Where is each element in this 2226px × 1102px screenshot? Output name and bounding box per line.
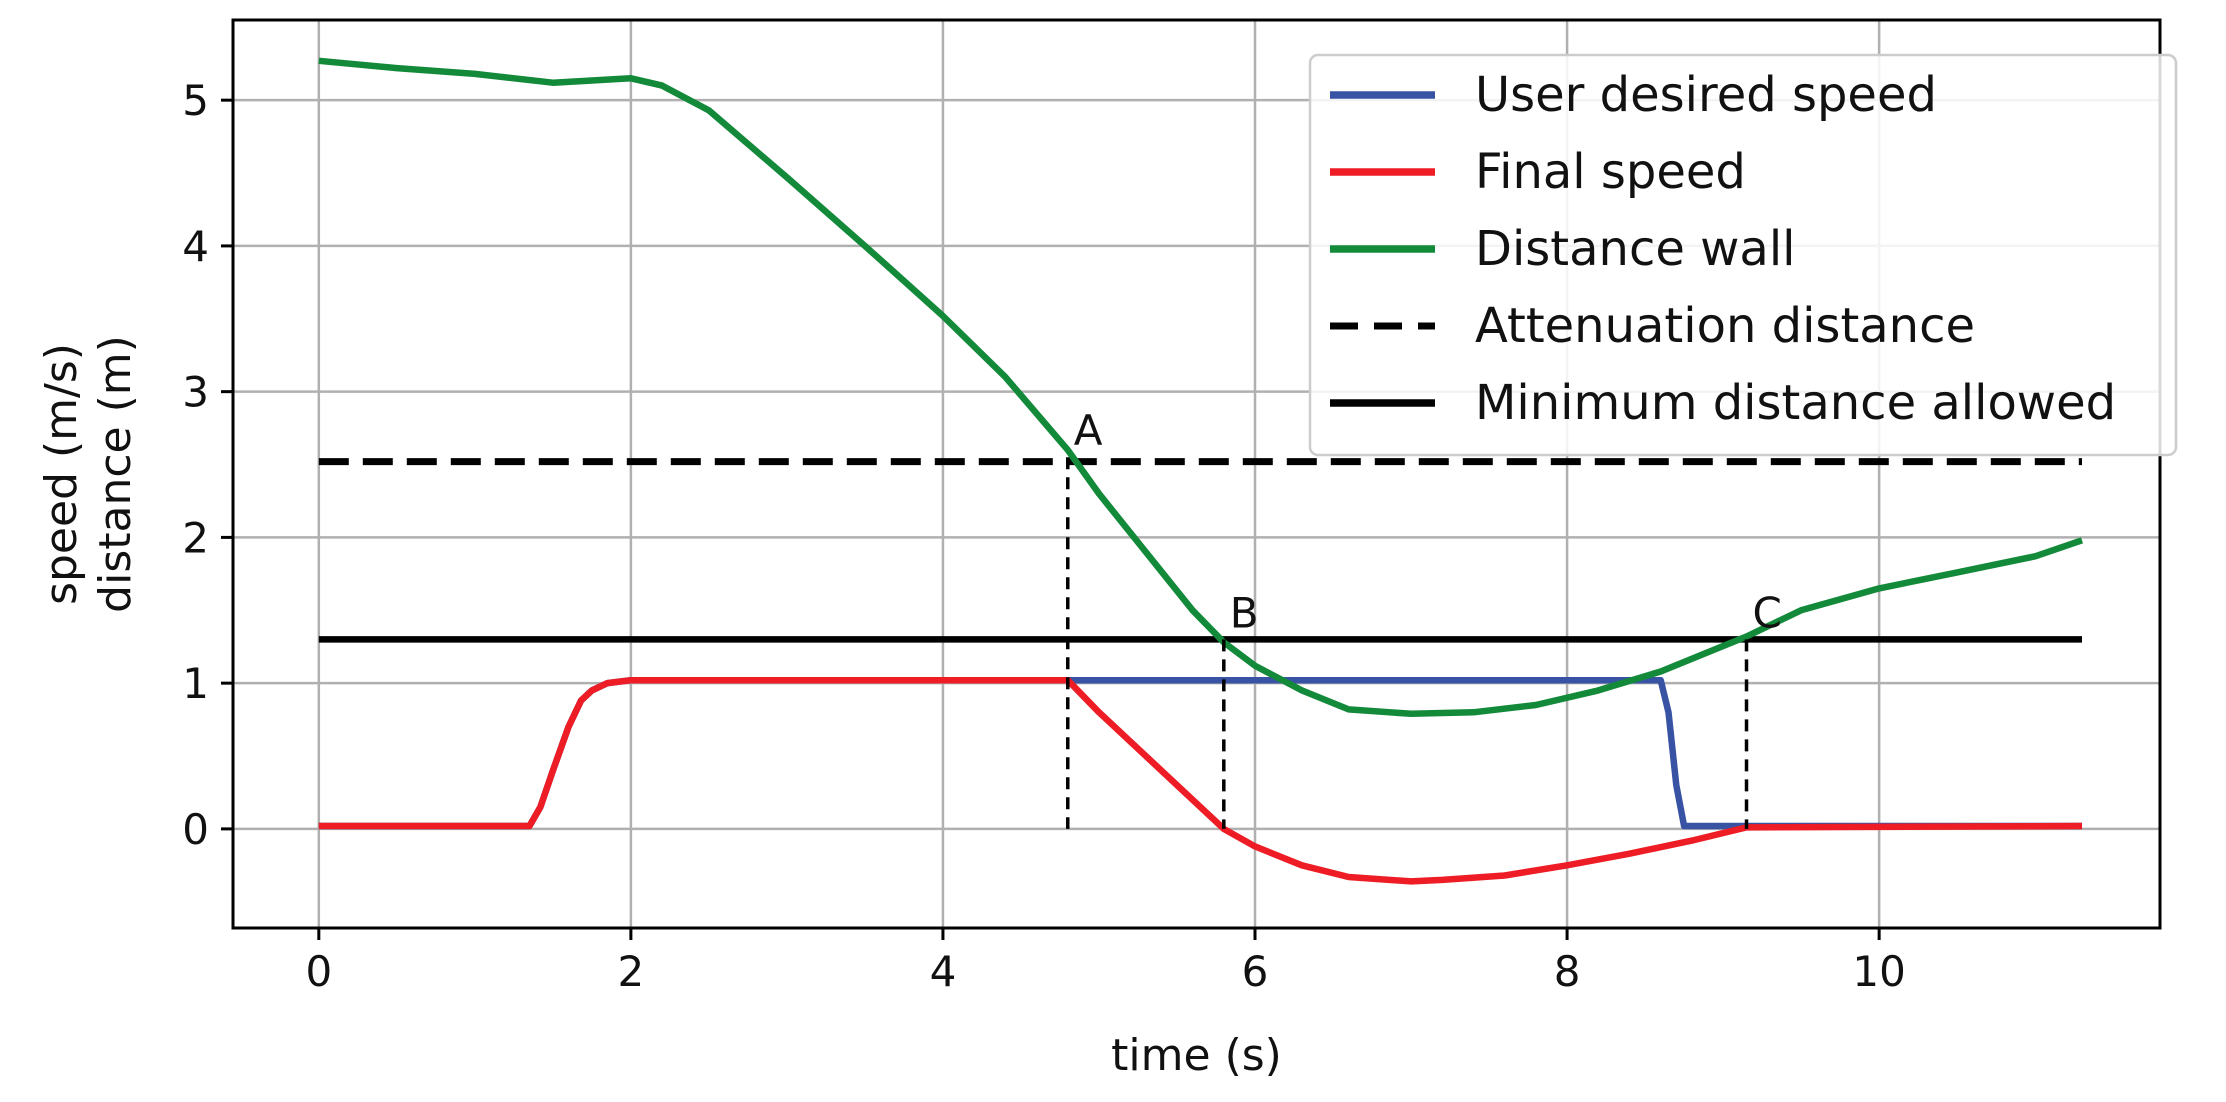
annotation-b: B (1230, 588, 1259, 637)
legend-label-user-desired-speed: User desired speed (1475, 67, 1937, 123)
annotation-markers: A B C (1066, 406, 1782, 829)
axis-ticks: 0 2 4 6 8 10 0 1 2 3 4 5 (182, 76, 1906, 996)
annotation-c: C (1753, 588, 1782, 637)
legend-label-final-speed: Final speed (1475, 144, 1746, 200)
y-tick-label-0: 0 (182, 805, 209, 854)
legend-box (1308, 53, 2178, 457)
plot-lines (318, 57, 2084, 885)
x-tick-label-8: 8 (1554, 947, 1581, 996)
y-axis-title-line-1: speed (m/s) (36, 343, 87, 605)
x-tick-label-4: 4 (930, 947, 957, 996)
x-tick-label-10: 10 (1852, 947, 1905, 996)
y-tick-label-1: 1 (182, 659, 209, 708)
plot-border (231, 18, 2162, 930)
legend-label-attenuation-distance: Attenuation distance (1475, 298, 1975, 354)
legend: User desired speed Final speed Distance wa… (1308, 53, 2178, 457)
x-tick-label-6: 6 (1242, 947, 1269, 996)
x-axis-title: time (s) (1111, 1030, 1282, 1081)
y-tick-label-3: 3 (182, 368, 209, 417)
legend-label-minimum-distance-allowed: Minimum distance allowed (1475, 375, 2116, 431)
y-axis-title-line-2: distance (m) (90, 335, 141, 613)
annotation-a: A (1074, 406, 1103, 455)
y-tick-label-4: 4 (182, 222, 209, 271)
series-line-distance-wall (318, 57, 2084, 718)
x-tick-label-2: 2 (618, 947, 645, 996)
y-tick-label-5: 5 (182, 76, 209, 125)
plot-frame (231, 18, 2162, 930)
legend-label-distance-wall: Distance wall (1475, 221, 1795, 277)
series-line-final-speed (318, 676, 2083, 885)
x-tick-label-0: 0 (305, 947, 332, 996)
y-tick-label-2: 2 (182, 513, 209, 562)
axis-titles: time (s) speed (m/s) distance (m) (36, 335, 1282, 1081)
